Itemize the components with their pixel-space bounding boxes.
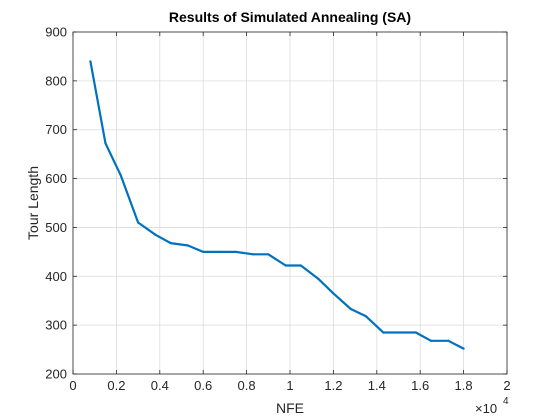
data-point xyxy=(89,60,92,63)
y-tick-label: 800 xyxy=(45,73,67,88)
x-axis-label: NFE xyxy=(276,400,304,416)
y-tick-label: 900 xyxy=(45,25,67,40)
x-tick-label: 0.2 xyxy=(107,378,125,393)
x-exponent-base: ×10 xyxy=(475,401,497,416)
data-point xyxy=(219,250,222,253)
data-point xyxy=(429,339,433,342)
data-point xyxy=(202,250,205,253)
data-point xyxy=(299,264,302,267)
data-point xyxy=(119,174,122,177)
data-point xyxy=(414,331,417,334)
data-point xyxy=(234,250,237,253)
data-point xyxy=(447,339,450,342)
y-tick-labels: 200 300 400 500 600 700 800 900 xyxy=(45,25,67,382)
y-tick-label: 600 xyxy=(45,171,67,186)
x-tick-label: 1.4 xyxy=(368,378,386,393)
y-tick-label: 400 xyxy=(45,269,67,284)
data-point xyxy=(332,292,335,295)
data-point xyxy=(317,277,320,280)
data-point xyxy=(104,142,107,145)
x-tick-label: 0.8 xyxy=(238,378,256,393)
data-point xyxy=(169,241,172,245)
data-point xyxy=(462,347,465,350)
x-tick-label: 2 xyxy=(503,378,510,393)
x-tick-label: 0.4 xyxy=(151,378,169,393)
data-point xyxy=(137,221,140,224)
chart-title: Results of Simulated Annealing (SA) xyxy=(169,9,411,25)
data-point xyxy=(349,307,352,311)
x-tick-label: 0.6 xyxy=(194,378,212,393)
series-line xyxy=(89,61,465,350)
y-tick-label: 700 xyxy=(45,122,67,137)
x-exponent-power: 4 xyxy=(503,396,509,407)
x-axis-exponent: ×10 4 xyxy=(475,396,509,416)
data-point xyxy=(364,315,368,318)
x-tick-label: 1 xyxy=(286,378,293,393)
data-point xyxy=(397,331,400,334)
data-series xyxy=(89,60,465,350)
y-axis-label: Tour Length xyxy=(25,166,41,240)
x-tick-label: 1.2 xyxy=(324,378,342,393)
y-tick-label: 200 xyxy=(45,367,67,382)
data-point xyxy=(267,253,270,256)
ticks xyxy=(72,31,508,375)
data-point xyxy=(252,253,255,256)
x-tick-labels: 0 0.2 0.4 0.6 0.8 1 1.2 1.4 1.6 1.8 2 xyxy=(69,378,510,393)
data-point xyxy=(382,331,385,334)
data-point xyxy=(284,264,287,267)
y-tick-label: 300 xyxy=(45,318,67,333)
data-point xyxy=(154,233,157,236)
data-point xyxy=(186,244,190,247)
y-tick-label: 500 xyxy=(45,220,67,235)
x-tick-label: 1.6 xyxy=(411,378,429,393)
x-tick-label: 1.8 xyxy=(455,378,473,393)
x-tick-label: 0 xyxy=(69,378,76,393)
